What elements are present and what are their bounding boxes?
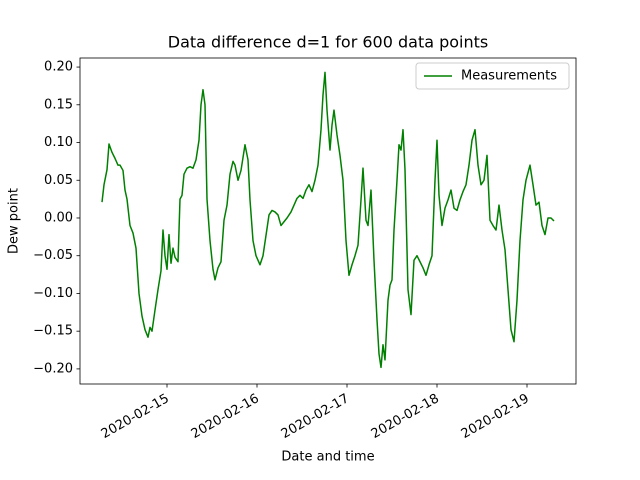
x-axis-label: Date and time [281,450,374,465]
y-tick-label: 0.10 [44,135,73,150]
y-tick-label: −0.10 [33,286,73,301]
y-tick-label: 0.05 [44,173,73,188]
chart-title: Data difference d=1 for 600 data points [168,33,489,52]
legend-label: Measurements [461,69,557,84]
y-axis-label: Dew point [7,188,22,254]
y-tick-label: 0.00 [44,210,73,225]
y-tick-label: 0.20 [44,60,73,75]
y-tick-label: −0.05 [33,248,73,263]
legend-box [415,62,570,90]
y-tick-label: −0.15 [33,324,73,339]
data-line [101,71,555,369]
y-tick-label: 0.15 [44,97,73,112]
y-tick-label: −0.20 [33,361,73,376]
plot-frame [79,57,577,385]
